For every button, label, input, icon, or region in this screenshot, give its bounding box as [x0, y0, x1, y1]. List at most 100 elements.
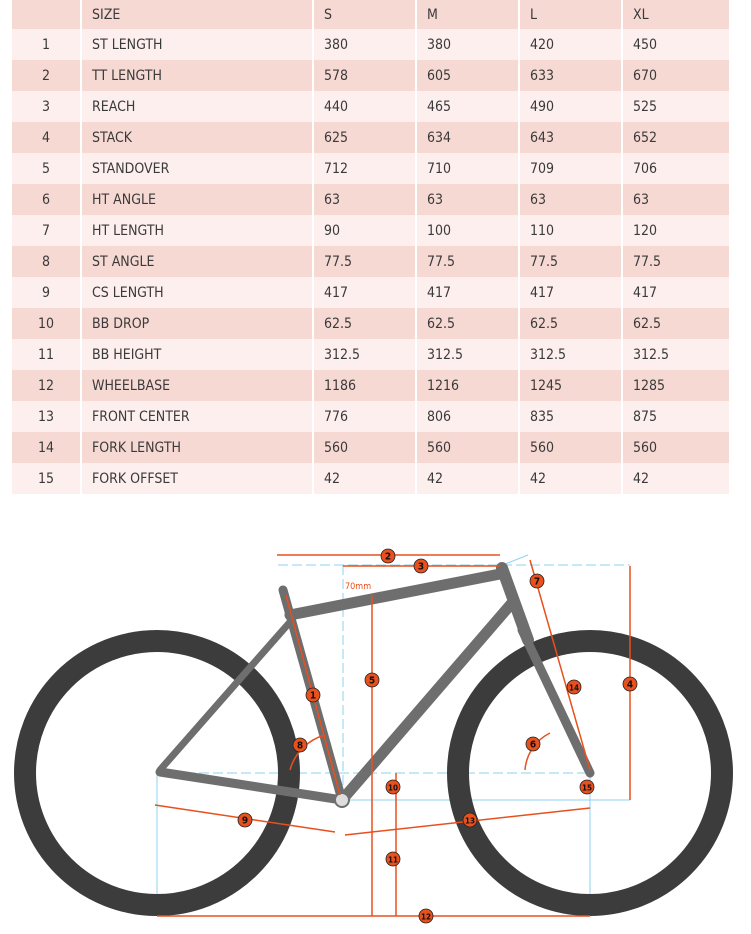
- table-cell: 633: [519, 60, 623, 91]
- marker-label: 9: [242, 816, 248, 827]
- table-cell: 3: [12, 91, 82, 122]
- table-cell: 490: [519, 91, 623, 122]
- marker-label: 14: [569, 684, 579, 693]
- table-cell: 525: [622, 91, 729, 122]
- table-cell: 1216: [416, 370, 520, 401]
- marker-circle: [529, 573, 545, 589]
- table-cell: 560: [519, 432, 623, 463]
- table-cell: 42: [519, 463, 623, 494]
- table-cell: 380: [313, 29, 417, 60]
- marker-label: 3: [418, 562, 424, 573]
- table-cell: 312.5: [313, 339, 417, 370]
- table-cell: 14: [12, 432, 82, 463]
- table-cell: 7: [12, 215, 82, 246]
- table-cell: 605: [416, 60, 520, 91]
- table-row: 15 FORK OFFSET 42 42 42 42: [12, 463, 729, 494]
- marker-label: 12: [421, 913, 431, 922]
- marker-circle: [237, 812, 253, 828]
- marker-label: 6: [530, 740, 536, 751]
- table-cell: 6: [12, 184, 82, 215]
- table-cell: ST ANGLE: [81, 246, 314, 277]
- table-cell: 2: [12, 60, 82, 91]
- table-cell: HT ANGLE: [81, 184, 314, 215]
- table-cell: TT LENGTH: [81, 60, 314, 91]
- marker-label: 13: [465, 817, 475, 826]
- table-cell: 710: [416, 153, 520, 184]
- table-cell: 806: [416, 401, 520, 432]
- table-cell: 1186: [313, 370, 417, 401]
- table-cell: 13: [12, 401, 82, 432]
- table-cell: 417: [519, 277, 623, 308]
- table-row: 13 FRONT CENTER 776 806 835 875: [12, 401, 729, 432]
- table-cell: 312.5: [416, 339, 520, 370]
- marker-circle: [579, 779, 595, 795]
- table-cell: 4: [12, 122, 82, 153]
- table-cell: SIZE: [81, 0, 314, 29]
- table-cell: 63: [416, 184, 520, 215]
- table-cell: 63: [622, 184, 729, 215]
- table-cell: 312.5: [519, 339, 623, 370]
- table-cell: 560: [416, 432, 520, 463]
- table-cell: 12: [12, 370, 82, 401]
- marker-label: 2: [385, 552, 391, 563]
- table-cell: 77.5: [519, 246, 623, 277]
- table-cell: 62.5: [313, 308, 417, 339]
- table-cell: 63: [313, 184, 417, 215]
- marker-circle: [305, 687, 321, 703]
- marker-circle: [462, 812, 478, 828]
- table-cell: 42: [622, 463, 729, 494]
- table-cell: 712: [313, 153, 417, 184]
- table-row: 6 HT ANGLE 63 63 63 63: [12, 184, 729, 215]
- table-cell: 417: [313, 277, 417, 308]
- marker-label: 11: [388, 856, 398, 865]
- marker-circle: [385, 851, 401, 867]
- marker-label: 15: [582, 784, 592, 793]
- table-cell: 77.5: [622, 246, 729, 277]
- table-cell: 11: [12, 339, 82, 370]
- marker-circle: [566, 679, 582, 695]
- table-cell: L: [519, 0, 623, 29]
- table-cell: 90: [313, 215, 417, 246]
- table-cell: STACK: [81, 122, 314, 153]
- table-cell: ST LENGTH: [81, 29, 314, 60]
- table-cell: 420: [519, 29, 623, 60]
- table-cell: 62.5: [622, 308, 729, 339]
- marker-label: 4: [627, 680, 633, 691]
- guide-lines: [156, 554, 630, 916]
- table-cell: 10: [12, 308, 82, 339]
- offset-label: 70mm: [345, 582, 371, 592]
- marker-label: 7: [534, 577, 540, 588]
- table-cell: 77.5: [416, 246, 520, 277]
- table-cell: 634: [416, 122, 520, 153]
- table-cell: 776: [313, 401, 417, 432]
- table-cell: 9: [12, 277, 82, 308]
- marker-label: 5: [369, 676, 375, 687]
- table-cell: 15: [12, 463, 82, 494]
- frame: [155, 562, 595, 808]
- marker-circle: [380, 548, 396, 564]
- table-header: SIZE S M L XL: [12, 0, 729, 29]
- table-cell: FORK LENGTH: [81, 432, 314, 463]
- marker-circle: [385, 779, 401, 795]
- table-cell: 578: [313, 60, 417, 91]
- table-cell: 63: [519, 184, 623, 215]
- table-cell: 77.5: [313, 246, 417, 277]
- table-cell: M: [416, 0, 520, 29]
- table-cell: 42: [313, 463, 417, 494]
- marker-circle: [418, 908, 434, 924]
- table-cell: 709: [519, 153, 623, 184]
- front-wheel: [447, 630, 733, 916]
- table-cell: CS LENGTH: [81, 277, 314, 308]
- table-row: 7 HT LENGTH 90 100 110 120: [12, 215, 729, 246]
- table-cell: REACH: [81, 91, 314, 122]
- table-cell: WHEELBASE: [81, 370, 314, 401]
- table-cell: FRONT CENTER: [81, 401, 314, 432]
- table-cell: [12, 0, 82, 29]
- table-cell: 670: [622, 60, 729, 91]
- table-cell: 1: [12, 29, 82, 60]
- table-row: 3 REACH 440 465 490 525: [12, 91, 729, 122]
- table-cell: 643: [519, 122, 623, 153]
- table-cell: BB HEIGHT: [81, 339, 314, 370]
- table-cell: S: [313, 0, 417, 29]
